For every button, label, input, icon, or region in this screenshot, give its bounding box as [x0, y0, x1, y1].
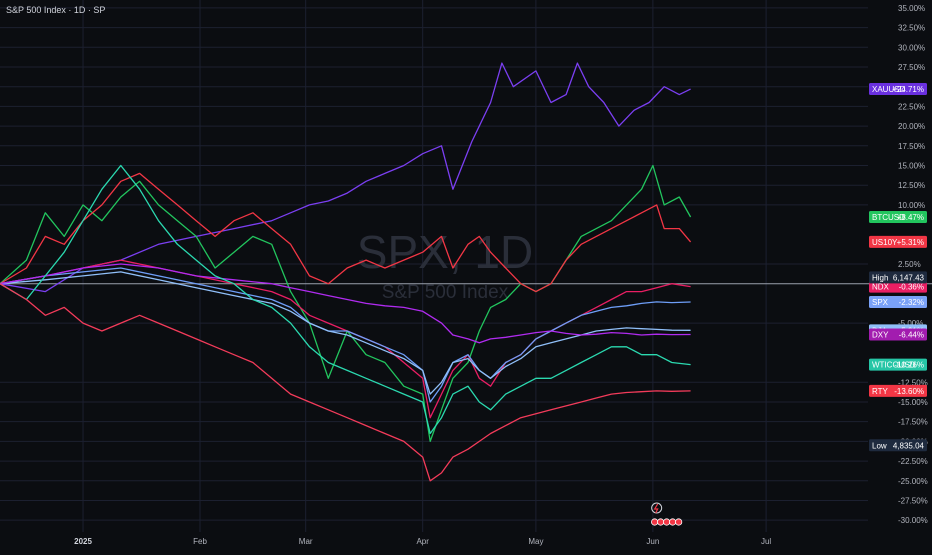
x-tick-label-3: Apr: [416, 537, 429, 546]
y-tick-label-7: 17.50%: [898, 142, 925, 151]
x-tick-label-2: Mar: [299, 537, 313, 546]
series-label-bg-4: [869, 296, 927, 309]
y-tick-label-13: -12.50%: [898, 378, 928, 387]
event-marker-icon-4[interactable]: [675, 518, 683, 526]
x-tick-label-6: Jul: [761, 537, 771, 546]
y-tick-label-3: 27.50%: [898, 63, 925, 72]
series-label-bg-7: [869, 358, 927, 371]
series-label-us10y[interactable]: US10Y +5.31%: [869, 235, 927, 248]
series-line-rty: [0, 283, 691, 482]
series-label-value-7: -10.26%: [894, 361, 924, 370]
series-label-name-2: US10Y: [872, 238, 898, 247]
time-axis-marker[interactable]: [651, 502, 683, 526]
event-marker-icon-2[interactable]: [663, 518, 671, 526]
y-tick-label-18: -25.00%: [898, 477, 928, 486]
y-tick-label-9: 12.50%: [898, 181, 925, 190]
hl-label-bg-0: [869, 271, 927, 284]
series-line-wticousd: [0, 164, 691, 435]
x-tick-label-0: 2025: [74, 537, 92, 546]
series-label-bg-8: [869, 384, 927, 397]
series-label-value-4: -2.32%: [899, 298, 924, 307]
series-label-wticousd[interactable]: WTICOUSD-10.26%: [869, 358, 927, 371]
series-label-rty[interactable]: RTY -13.60%: [869, 384, 927, 397]
series-line-us10y: [0, 172, 692, 293]
y-tick-label-12: -5.00%: [898, 319, 923, 328]
series-label-bg-6: [869, 328, 927, 341]
grid: [0, 0, 932, 532]
y-tick-label-0: 35.00%: [898, 4, 925, 13]
y-tick-label-11: 2.50%: [898, 260, 921, 269]
series-label-name-1: BTCUSD: [872, 213, 905, 222]
series-label-value-8: -13.60%: [894, 387, 924, 396]
y-tick-label-8: 15.00%: [898, 162, 925, 171]
series-label-name-0: XAUUSD: [872, 85, 906, 94]
y-tick-label-19: -27.50%: [898, 496, 928, 505]
series-line-btcusd: [0, 164, 692, 443]
series-label-dxy[interactable]: DXY -6.44%: [869, 328, 927, 341]
x-tick-label-5: Jun: [646, 537, 659, 546]
hl-label-high[interactable]: High 6,147.43: [869, 271, 927, 284]
event-marker-icon-0[interactable]: [651, 518, 659, 526]
series-label-name-7: WTICOUSD: [872, 361, 916, 370]
series-line-spx: [0, 267, 691, 403]
watermark-symbol: SPX, 1D: [357, 226, 533, 278]
series-label-name-3: NDX: [872, 283, 890, 292]
series-label-bg-3: [869, 280, 927, 293]
y-tick-label-17: -22.50%: [898, 457, 928, 466]
y-tick-label-2: 30.00%: [898, 43, 925, 52]
y-tick-label-20: -30.00%: [898, 516, 928, 525]
series-label-name-6: DXY: [872, 330, 889, 339]
series-line-dja: [0, 271, 691, 395]
series-label-value-3: -0.36%: [899, 283, 924, 292]
series-label-name-4: SPX: [872, 298, 889, 307]
series-lines: [0, 62, 692, 482]
x-tick-label-4: May: [528, 537, 543, 546]
y-tick-label-10: 10.00%: [898, 201, 925, 210]
hl-label-bg-1: [869, 439, 927, 452]
series-label-value-2: +5.31%: [897, 238, 924, 247]
chart-title: S&P 500 Index · 1D · SP: [6, 5, 106, 15]
watermark-subtitle: S&P 500 Index: [382, 282, 509, 303]
series-label-bg-2: [869, 235, 927, 248]
series-label-btcusd[interactable]: BTCUSD+8.47%: [869, 210, 927, 223]
y-tick-label-14: -15.00%: [898, 398, 928, 407]
y-tick-label-1: 32.50%: [898, 24, 925, 33]
series-label-xauusd[interactable]: XAUUSD+24.71%: [869, 83, 927, 96]
series-label-ndx[interactable]: NDX -0.36%: [869, 280, 927, 293]
series-line-ndx: [0, 259, 691, 419]
event-marker-icon-3[interactable]: [669, 518, 677, 526]
hl-label-name-1: Low: [872, 441, 887, 450]
event-marker-icon-1[interactable]: [657, 518, 665, 526]
last-value-labels[interactable]: XAUUSD+24.71%BTCUSD+8.47%US10Y +5.31%NDX -…: [869, 83, 927, 452]
x-axis: 2025 Feb Mar Apr May Jun Jul: [74, 537, 771, 546]
series-label-name-8: RTY: [872, 387, 889, 396]
y-tick-label-15: -17.50%: [898, 418, 928, 427]
series-label-bg-0: [869, 83, 927, 96]
series-label-spx[interactable]: SPX -2.32%: [869, 296, 927, 309]
x-tick-label-1: Feb: [193, 537, 207, 546]
hl-label-value-1: 4,835.04: [893, 441, 925, 450]
hl-label-name-0: High: [872, 273, 888, 282]
series-line-dxy: [0, 263, 691, 344]
hl-label-low[interactable]: Low 4,835.04: [869, 439, 927, 452]
series-label-bg-1: [869, 210, 927, 223]
lightning-icon[interactable]: [651, 502, 663, 514]
y-tick-label-5: 22.50%: [898, 102, 925, 111]
hl-label-value-0: 6,147.43: [893, 273, 925, 282]
y-tick-label-6: 20.00%: [898, 122, 925, 131]
series-label-value-1: +8.47%: [897, 213, 924, 222]
lightning-bolt-icon: [653, 503, 659, 514]
watermark: SPX, 1D S&P 500 Index: [357, 226, 533, 303]
series-label-value-6: -6.44%: [899, 330, 924, 339]
series-line-xauusd: [0, 62, 691, 293]
series-label-value-0: +24.71%: [892, 85, 924, 94]
